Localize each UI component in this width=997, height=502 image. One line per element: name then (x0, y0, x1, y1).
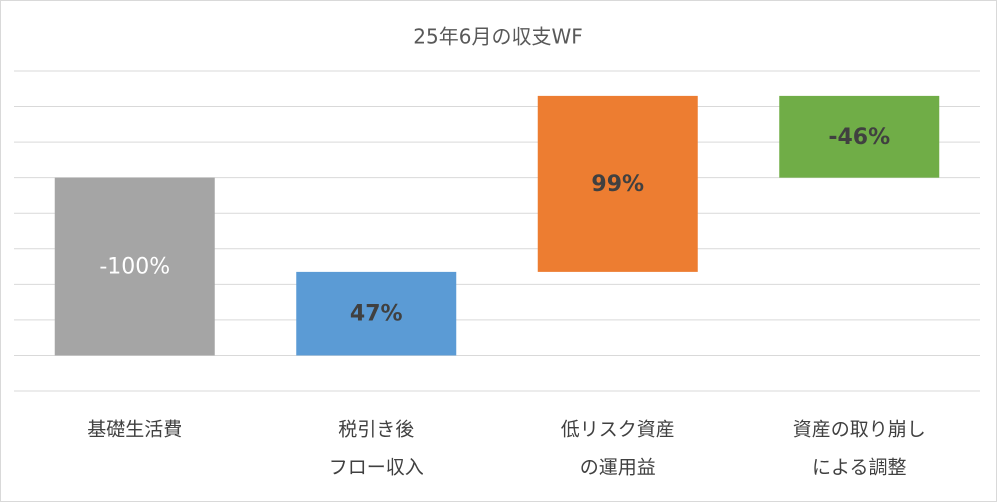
x-tick-label: による調整 (812, 457, 906, 479)
bar (54, 177, 215, 356)
bar (537, 95, 698, 272)
data-label: 99% (591, 172, 644, 197)
x-tick-label: 資産の取り崩し (793, 419, 926, 441)
chart-title: 25年6月の収支WF (413, 25, 582, 49)
x-tick-label: 低リスク資産 (561, 419, 675, 441)
x-tick-label: フロー収入 (329, 457, 424, 479)
data-label: -100% (99, 255, 170, 280)
x-tick-label: 税引き後 (338, 419, 414, 441)
bar (779, 95, 940, 178)
data-label: 47% (350, 302, 403, 327)
data-label: -46% (828, 125, 890, 150)
bar (296, 271, 457, 356)
x-tick-label: 基礎生活費 (87, 419, 182, 441)
x-tick-label: の運用益 (580, 457, 656, 479)
